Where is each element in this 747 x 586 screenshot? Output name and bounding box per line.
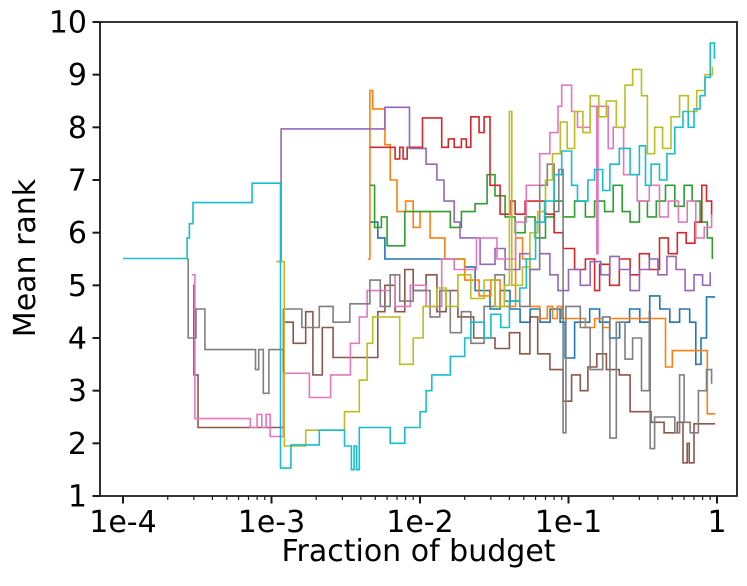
y-tick-label: 1 — [68, 480, 87, 515]
x-axis-label: Fraction of budget — [281, 534, 556, 569]
series-line-olive — [276, 66, 714, 447]
y-tick-label: 9 — [68, 58, 87, 93]
series-line-brown — [193, 268, 715, 464]
series-line-red — [369, 116, 713, 292]
y-tick-label: 4 — [68, 322, 87, 357]
series-line-green — [369, 173, 714, 259]
x-tick-label: 1e-3 — [238, 505, 305, 540]
x-tick-label: 1e-2 — [386, 505, 453, 540]
axes-spines — [99, 21, 738, 497]
y-tick-label: 7 — [68, 164, 87, 199]
series-line-purple — [276, 106, 711, 292]
y-tick-label: 5 — [68, 269, 87, 304]
series-line-cyan — [123, 42, 716, 471]
y-axis-label: Mean rank — [8, 178, 43, 338]
y-tick-label: 6 — [68, 216, 87, 251]
x-tick-label: 1e-4 — [89, 505, 156, 540]
series-line-blue — [369, 221, 715, 366]
series-line-pink — [191, 84, 713, 438]
x-tick-label: 1 — [707, 505, 726, 540]
y-tick-label: 3 — [68, 374, 87, 409]
y-tick-label: 10 — [49, 6, 87, 41]
x-tick-label: 1e-1 — [535, 505, 602, 540]
y-tick-label: 8 — [68, 111, 87, 146]
y-tick-label: 2 — [68, 427, 87, 462]
